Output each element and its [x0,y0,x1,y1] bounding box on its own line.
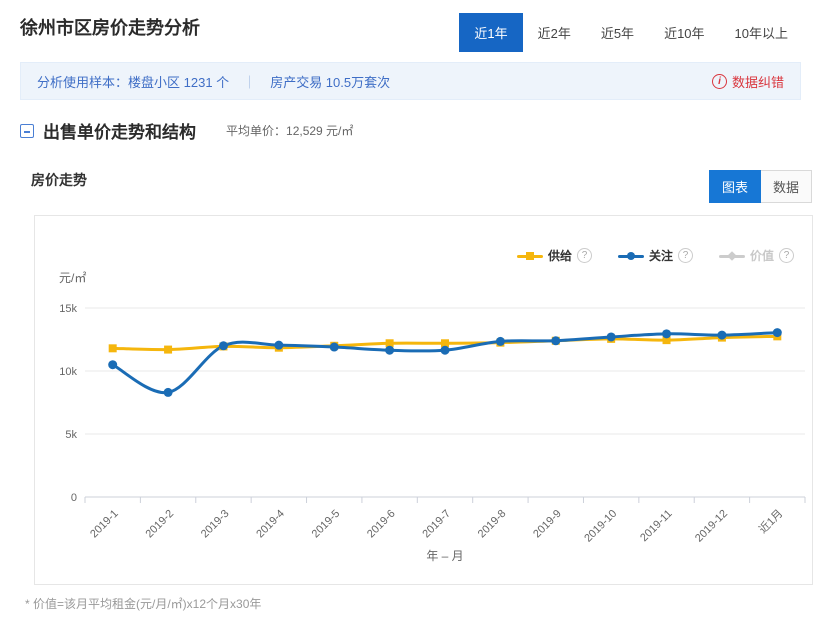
sample-count-communities: 楼盘小区 1231 个 [128,74,230,90]
view-tab-data[interactable]: 数据 [760,170,812,203]
svg-text:年 – 月: 年 – 月 [426,549,463,563]
data-correction-link[interactable]: i 数据纠错 [711,72,784,91]
attention-marker-icon [617,251,644,261]
view-tab-chart[interactable]: 图表 [708,170,761,203]
page-title: 徐州市区房价走势分析 [20,18,200,38]
average-price-label: 平均单价： [226,124,287,138]
tab-1year[interactable]: 近1年 [459,13,523,52]
svg-text:2019-4: 2019-4 [254,508,287,541]
svg-text:近1月: 近1月 [756,507,785,536]
svg-text:2019-12: 2019-12 [693,508,730,545]
chart-panel: 0 5k 10k 15k 2019-1 2019-2 2019-3 2019-4 2019-5 2… [34,215,813,585]
help-icon[interactable]: ? [677,248,693,263]
sample-separator: ｜ [243,74,257,90]
sample-info-bar: 分析使用样本： 楼盘小区 1231 个 ｜ 房产交易 10.5万套次 i 数据纠… [20,62,801,100]
svg-text:2019-10: 2019-10 [582,508,619,545]
value-definition-footnote: * 价值=该月平均租金(元/月/㎡)x12个月x30年 [25,597,262,611]
average-price: 平均单价：12,529 元/㎡ [226,122,353,139]
legend-item-supply[interactable]: 供给 ? [516,247,592,264]
sample-prefix: 分析使用样本： [37,74,129,90]
svg-text:2019-6: 2019-6 [365,508,398,541]
price-trend-chart[interactable]: 0 5k 10k 15k 2019-1 2019-2 2019-3 2019-4 2019-5 2… [35,216,812,584]
chart-title: 房价走势 [31,172,87,188]
tab-over-10year[interactable]: 10年以上 [734,26,788,41]
svg-text:2019-5: 2019-5 [310,508,343,541]
svg-text:10k: 10k [59,366,77,378]
average-price-value: 12,529 元/㎡ [286,124,354,138]
help-icon[interactable]: ? [779,248,794,263]
svg-text:2019-2: 2019-2 [143,508,176,541]
data-correction-label: 数据纠错 [731,74,784,90]
svg-text:15k: 15k [59,303,77,315]
view-toggle: 图表 数据 [708,170,812,203]
legend-label-value: 价值 [749,249,774,263]
value-marker-icon [718,250,745,261]
svg-text:2019-9: 2019-9 [531,508,564,541]
section-header: 出售单价走势和结构 平均单价：12,529 元/㎡ [20,118,353,143]
help-icon[interactable]: ? [576,248,592,263]
time-range-tabs: 近1年 近2年 近5年 近10年 10年以上 [459,13,803,52]
tab-10year[interactable]: 近10年 [664,26,705,41]
svg-text:2019-7: 2019-7 [420,508,453,541]
tab-2year[interactable]: 近2年 [537,26,571,41]
svg-text:2019-1: 2019-1 [88,508,121,541]
section-title: 出售单价走势和结构 [43,123,196,142]
legend-item-value[interactable]: 价值 ? [718,247,794,264]
chart-legend: 供给 ? 关注 ? 价值 ? [516,247,794,264]
svg-text:2019-3: 2019-3 [199,508,232,541]
svg-text:0: 0 [71,492,77,504]
tab-5year[interactable]: 近5年 [600,26,635,41]
legend-item-attention[interactable]: 关注 ? [617,247,693,264]
legend-label-supply: 供给 [547,249,572,263]
supply-marker-icon [516,251,543,261]
svg-text:2019-8: 2019-8 [476,508,509,541]
sample-count-transactions: 房产交易 10.5万套次 [270,74,391,90]
legend-label-attention: 关注 [648,249,673,263]
y-axis-unit: 元/㎡ [59,271,87,285]
svg-text:2019-11: 2019-11 [638,508,674,544]
collapse-icon[interactable] [20,123,34,138]
info-icon: i [711,73,727,89]
svg-text:5k: 5k [65,429,77,441]
